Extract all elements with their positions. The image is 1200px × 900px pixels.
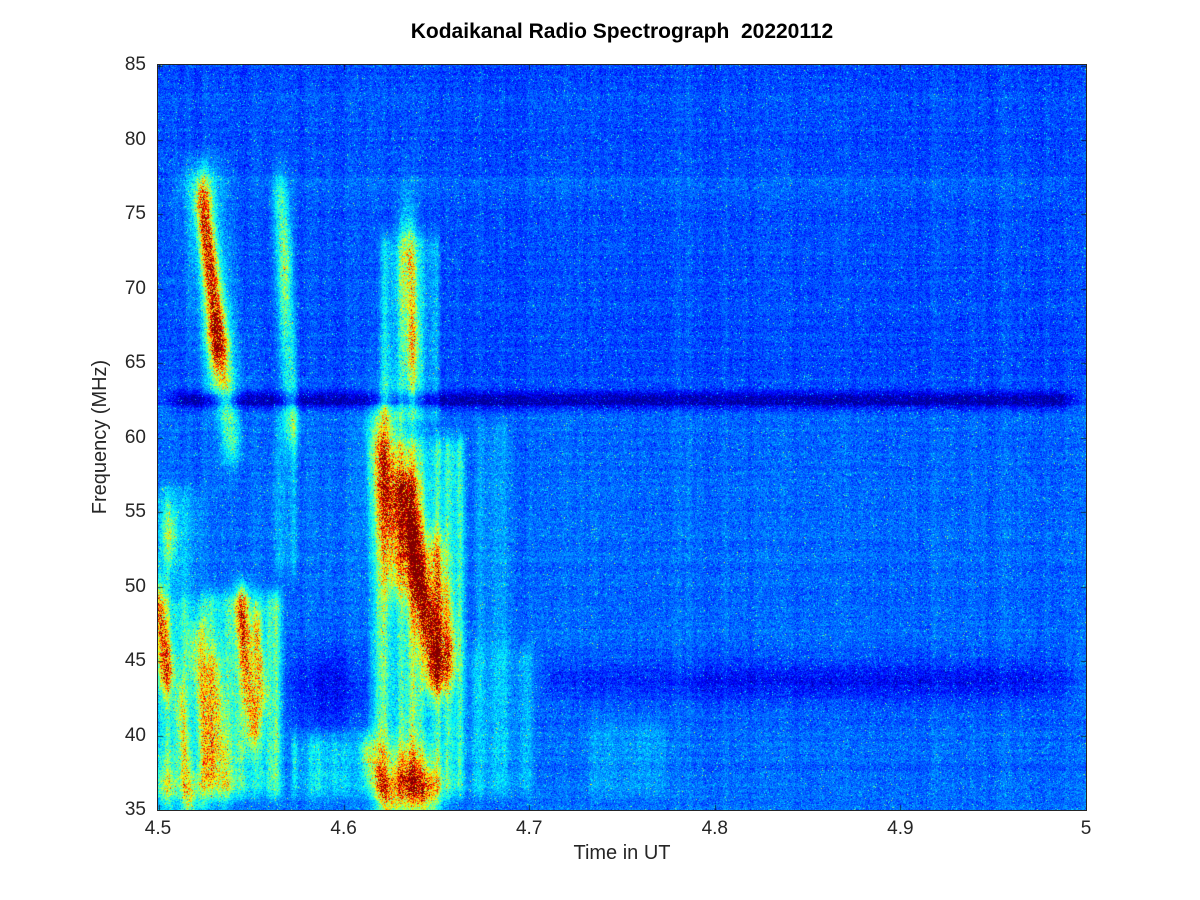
y-tick-label: 80 (124, 128, 146, 150)
y-tick-label: 65 (124, 352, 146, 373)
x-tick-label: 4.5 (144, 818, 172, 839)
y-tick-label: 45 (124, 650, 146, 671)
x-tick-label: 4.7 (515, 818, 543, 839)
y-tick-label: 70 (124, 277, 146, 299)
plot-area (157, 64, 1087, 811)
x-axis-label: Time in UT (573, 842, 671, 864)
x-tick-label: 5 (1080, 818, 1092, 839)
chart-title: Kodaikanal Radio Spectrograph 20220112 (410, 20, 834, 43)
x-tick-label: 4.8 (701, 818, 728, 839)
y-tick-label: 50 (124, 575, 146, 597)
x-tick-label: 4.9 (887, 818, 914, 839)
y-tick-label: 40 (124, 724, 146, 746)
spectrogram-canvas (158, 65, 1086, 810)
y-tick-label: 75 (124, 203, 146, 224)
x-tick-label: 4.6 (330, 818, 357, 839)
y-tick-label: 55 (124, 501, 146, 522)
y-tick-label: 35 (124, 799, 146, 820)
y-tick-label: 60 (124, 426, 146, 448)
y-tick-label: 85 (124, 54, 146, 75)
